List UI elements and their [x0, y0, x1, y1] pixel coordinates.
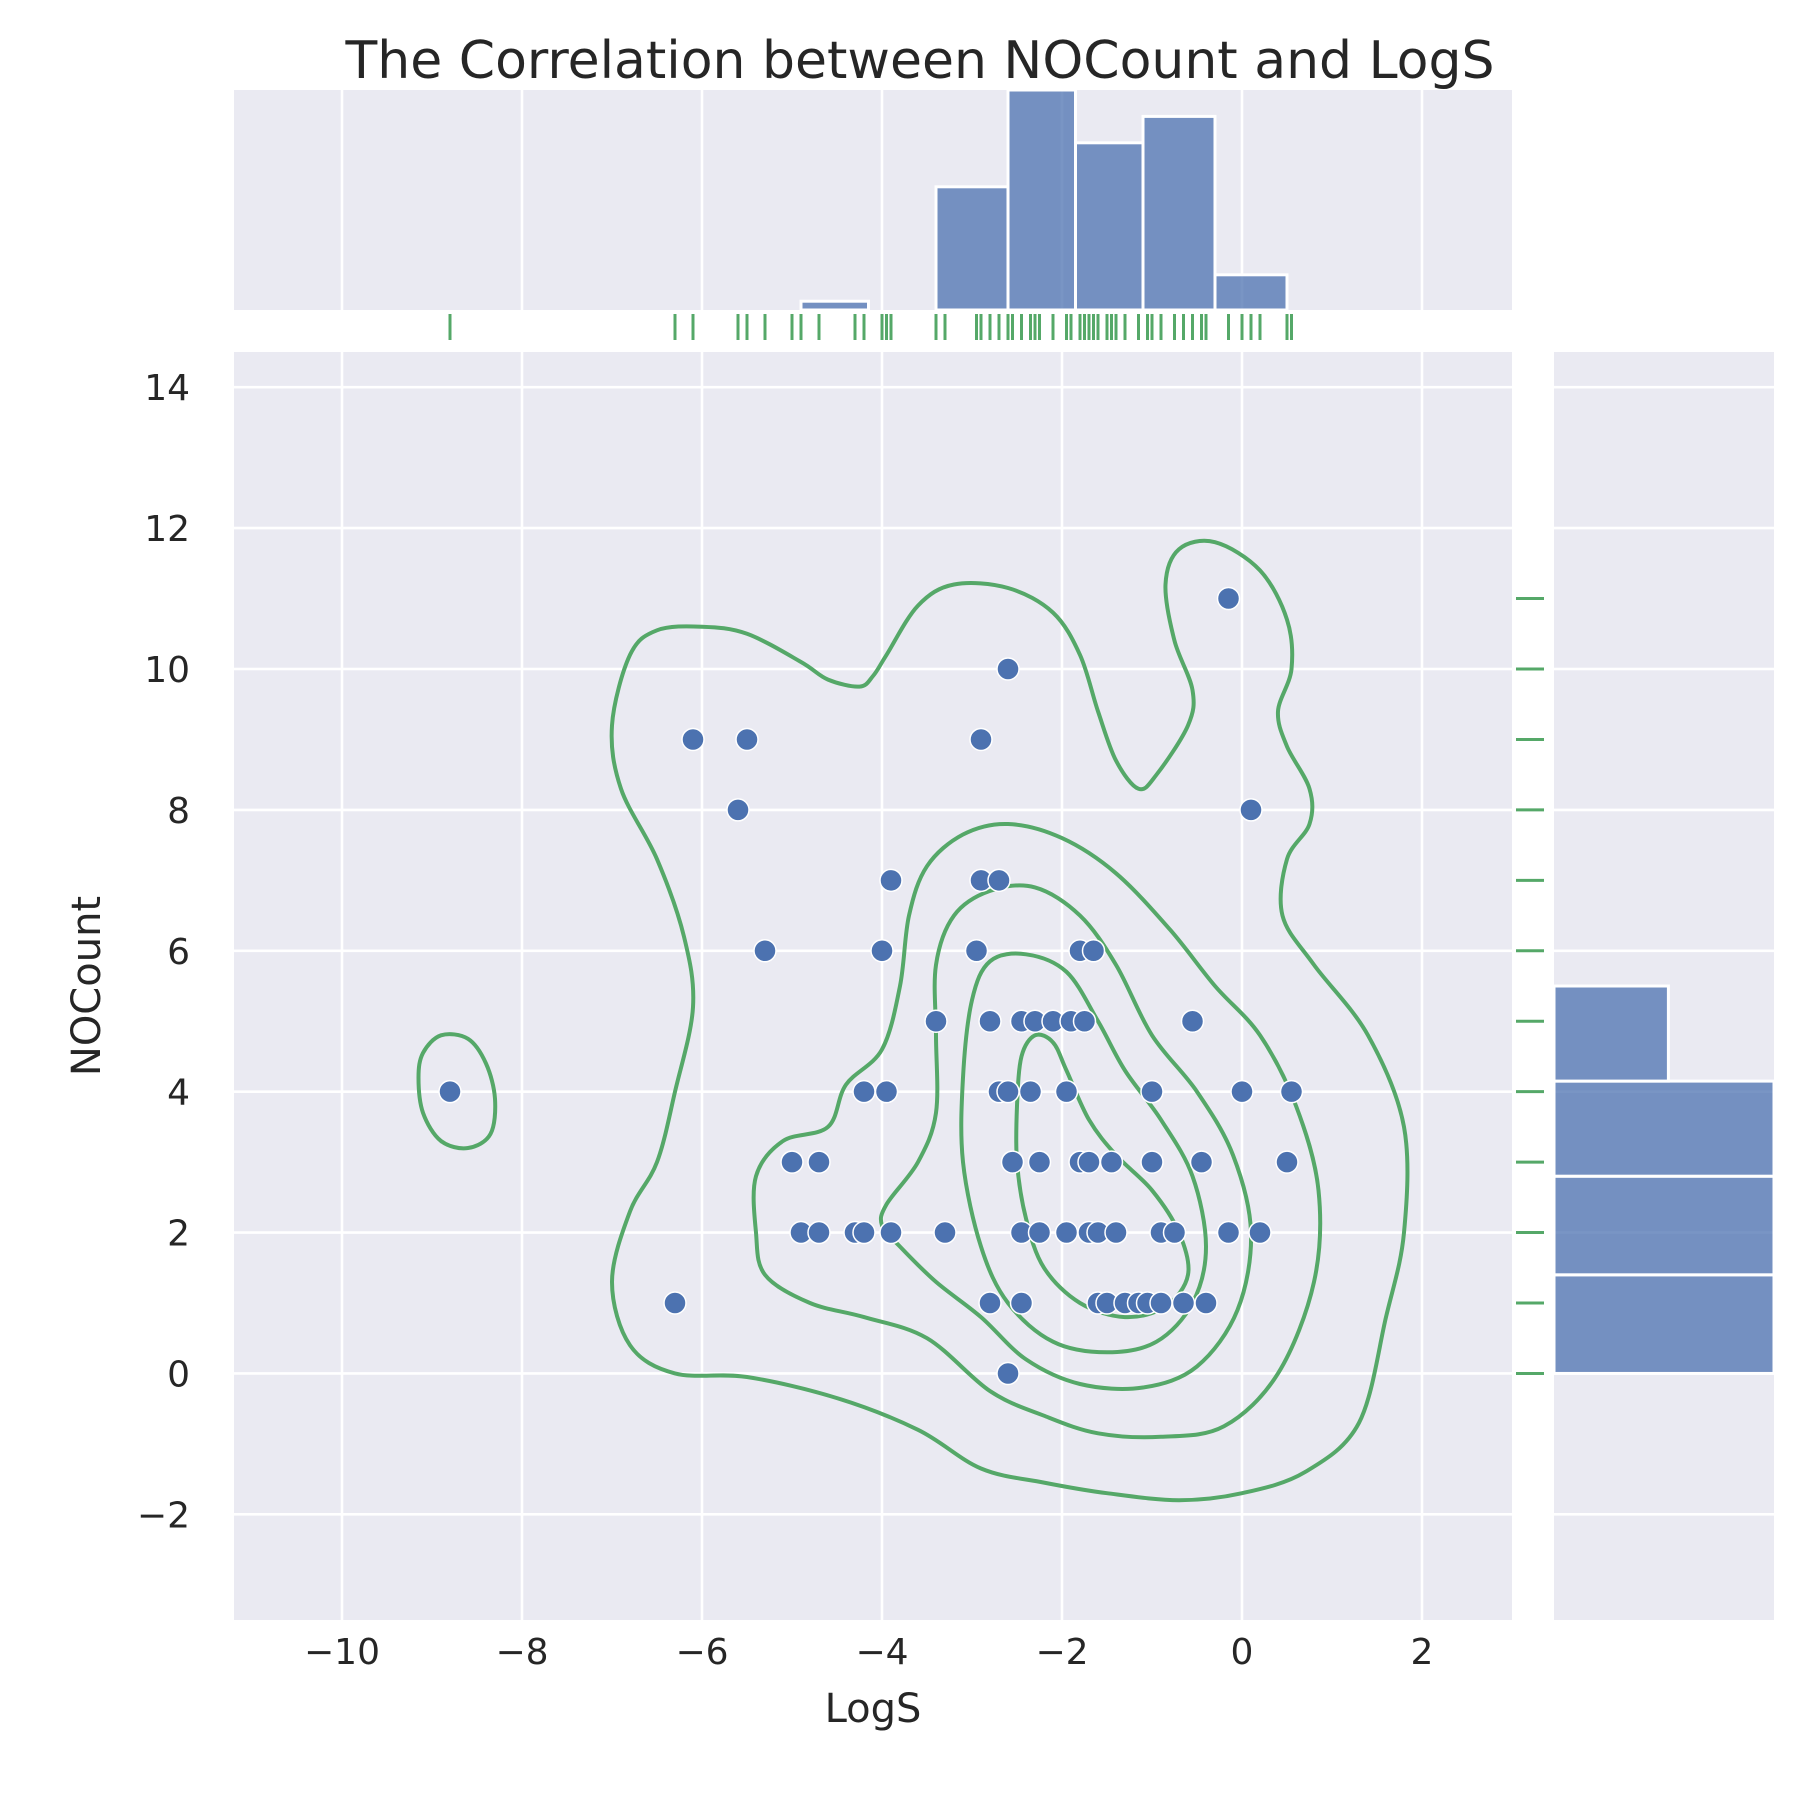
scatter-point — [1140, 1150, 1164, 1174]
scatter-point — [726, 798, 750, 822]
scatter-point — [1081, 939, 1106, 963]
y-tick-label: 2 — [167, 1214, 190, 1255]
y-histogram-bar — [1552, 1174, 1776, 1277]
scatter-point — [933, 1220, 957, 1245]
scatter-point — [1194, 1291, 1218, 1315]
x-tick-label: −4 — [855, 1632, 908, 1673]
scatter-point — [753, 939, 777, 963]
scatter-point — [1216, 1220, 1241, 1245]
y-histogram-bar — [1552, 984, 1670, 1083]
scatter-point — [1180, 1009, 1205, 1033]
scatter-point — [1171, 1291, 1196, 1315]
scatter-point — [1027, 1220, 1052, 1245]
y-tick-label: 8 — [167, 791, 190, 832]
y-tick-label: 6 — [167, 932, 190, 973]
scatter-point — [1275, 1150, 1299, 1174]
scatter-point — [924, 1009, 948, 1033]
scatter-point — [1000, 1150, 1025, 1174]
kde-contour-line — [1014, 1032, 1191, 1320]
y-histogram — [1552, 984, 1776, 1375]
y-axis-label: NOCount — [64, 896, 110, 1076]
top-marginal-panel — [234, 90, 1512, 310]
scatter-point — [996, 1361, 1020, 1386]
x-tick-label: −10 — [304, 1632, 380, 1673]
x-histogram-bar — [1213, 273, 1289, 312]
scatter-point — [1054, 1079, 1079, 1104]
scatter-point — [879, 868, 903, 893]
scatter-point — [978, 1009, 1002, 1033]
scatter-point — [879, 1220, 903, 1245]
x-axis-label: LogS — [825, 1686, 922, 1732]
scatter-point — [1077, 1150, 1101, 1174]
kde-contour-line — [959, 951, 1209, 1355]
y-tick-label: 4 — [167, 1073, 190, 1114]
y-tick-label: 14 — [144, 368, 190, 409]
x-tick-label: 2 — [1411, 1632, 1434, 1673]
main-plot-panel — [234, 352, 1512, 1620]
y-histogram-bar — [1552, 1273, 1776, 1375]
kde-contour-line — [416, 1032, 498, 1151]
scatter-point — [874, 1079, 899, 1104]
scatter-point — [1216, 586, 1241, 611]
chart-title: The Correlation between NOCount and LogS — [345, 31, 1495, 91]
kde-contours — [416, 538, 1410, 1503]
y-rug-marks — [1516, 597, 1544, 1375]
scatter-point — [780, 1150, 804, 1174]
y-tick-label: 0 — [167, 1354, 190, 1395]
y-histogram-bar — [1552, 1079, 1776, 1178]
x-histogram-bar — [799, 299, 870, 312]
scatter-point — [1279, 1079, 1304, 1104]
scatter-point — [969, 727, 993, 752]
x-histogram — [799, 88, 1289, 312]
scatter-point — [1104, 1220, 1128, 1245]
scatter-point — [807, 1220, 831, 1245]
scatter-point — [1162, 1220, 1187, 1245]
x-histogram-bar — [1141, 114, 1217, 312]
y-tick-label: 12 — [144, 509, 190, 550]
kde-contour-line — [751, 821, 1323, 1440]
x-tick-label: −6 — [675, 1632, 728, 1673]
scatter-point — [870, 939, 894, 963]
y-tick-label: 10 — [144, 650, 190, 691]
scatter-point — [663, 1291, 687, 1315]
scatter-point — [438, 1079, 462, 1104]
scatter-point — [1248, 1220, 1272, 1245]
scatter-point — [735, 727, 759, 752]
x-histogram-bar — [934, 185, 1010, 312]
kde-contour-line — [878, 883, 1254, 1391]
scatter-point — [1054, 1220, 1079, 1245]
scatter-point — [1189, 1150, 1214, 1174]
scatter-point — [996, 1079, 1020, 1104]
scatter-point — [1027, 1150, 1052, 1174]
scatter-point — [1239, 798, 1263, 822]
x-tick-label: −2 — [1035, 1632, 1088, 1673]
scatter-points — [438, 586, 1304, 1386]
scatter-point — [996, 657, 1020, 681]
x-tick-label: −8 — [495, 1632, 548, 1673]
x-histogram-bar — [1006, 88, 1077, 312]
y-tick-label: −2 — [137, 1495, 190, 1536]
scatter-point — [1018, 1079, 1043, 1104]
scatter-point — [807, 1150, 831, 1174]
x-tick-labels: −10 −8 −6 −4 −2 0 2 — [304, 1632, 1433, 1673]
scatter-point — [1009, 1291, 1034, 1315]
scatter-point — [1140, 1079, 1164, 1104]
scatter-point — [978, 1291, 1002, 1315]
x-rug-marks — [448, 314, 1293, 340]
scatter-point — [987, 868, 1011, 893]
kde-contour-line — [609, 538, 1410, 1503]
y-tick-labels: −2 0 2 4 6 8 10 12 14 — [137, 368, 190, 1536]
main-gridlines — [234, 352, 1512, 1620]
scatter-point — [852, 1220, 876, 1245]
scatter-point — [1099, 1150, 1124, 1174]
scatter-point — [1072, 1009, 1097, 1033]
x-histogram-bar — [1074, 141, 1145, 312]
scatter-point — [1230, 1079, 1254, 1104]
scatter-point — [1149, 1291, 1173, 1315]
scatter-point — [964, 939, 989, 963]
scatter-point — [681, 727, 705, 752]
x-tick-label: 0 — [1231, 1632, 1254, 1673]
scatter-point — [852, 1079, 876, 1104]
